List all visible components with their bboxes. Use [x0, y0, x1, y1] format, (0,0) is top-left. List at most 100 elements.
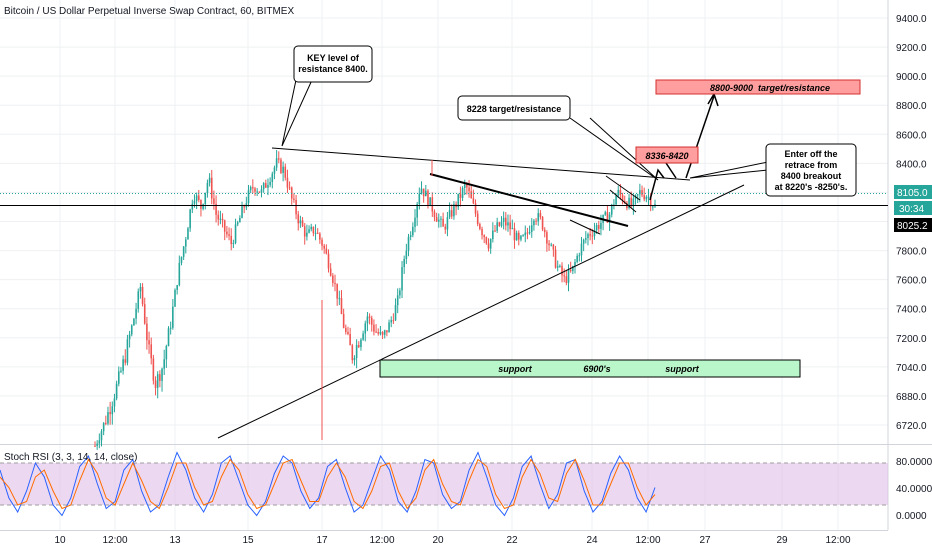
- last-price-badge: [894, 185, 932, 199]
- candle-body: [308, 229, 310, 233]
- candle-body: [370, 317, 373, 325]
- candle-body: [217, 214, 220, 220]
- candle-body: [232, 242, 235, 245]
- candle-body: [450, 210, 453, 217]
- candle-body: [375, 331, 377, 333]
- candle-body: [548, 243, 550, 246]
- candle-body: [360, 339, 362, 348]
- candle-body: [126, 339, 129, 363]
- candle-body: [552, 244, 555, 250]
- price-tick-label: 8400.0: [896, 159, 927, 170]
- candle-body: [565, 276, 568, 283]
- candle-body: [418, 193, 421, 205]
- candle-body: [528, 231, 531, 234]
- candle-body: [628, 197, 630, 208]
- candle-body: [172, 306, 174, 328]
- time-axis[interactable]: 10 12:00 13 15 17 12:00 20 22 24 12:00 27 29 12:00: [54, 535, 851, 546]
- candle-body: [440, 218, 442, 220]
- candle-body: [483, 235, 485, 238]
- candle-body: [347, 331, 349, 334]
- candle-body: [474, 203, 477, 214]
- candle-body: [621, 194, 624, 202]
- time-tick-label: 10: [54, 535, 66, 546]
- candle-body: [117, 371, 120, 384]
- stoch-rsi-tick-label: 0.0000: [896, 511, 927, 522]
- candle-body: [223, 220, 226, 232]
- candle-body: [416, 204, 418, 218]
- candle-body: [355, 345, 358, 359]
- key-level-line-a: KEY level of: [307, 53, 360, 63]
- callout-pointer-8228: [569, 117, 659, 181]
- price-tick-label: 9400.0: [896, 14, 927, 25]
- candle-body: [334, 282, 336, 284]
- candle-body: [479, 224, 481, 230]
- target-zone-label: 8800-9000 target/resistance: [710, 83, 830, 93]
- candle-body: [600, 222, 602, 229]
- candle-body: [647, 196, 650, 198]
- support-label-right: support: [665, 364, 699, 374]
- resistance-trendline[interactable]: [271, 147, 691, 181]
- descending-channel-line[interactable]: [429, 173, 629, 227]
- candle-body: [338, 298, 341, 300]
- callout-key-level-line1: KEY level of resistance 8400.: [298, 53, 368, 74]
- candle-body: [513, 228, 516, 241]
- candle-body: [578, 255, 581, 257]
- candle-body: [267, 184, 269, 188]
- resistance-zone-8336-8420[interactable]: [635, 146, 699, 164]
- candle-body: [489, 239, 492, 249]
- candle-body: [178, 262, 181, 286]
- candle-body: [247, 190, 250, 204]
- countdown-value: 30:34: [899, 204, 924, 215]
- candle-body: [187, 228, 189, 240]
- candle-body: [466, 184, 468, 188]
- candle-body: [275, 158, 278, 168]
- candle-body: [595, 225, 598, 231]
- line-price-badge: [894, 218, 932, 232]
- candle-body: [111, 406, 114, 415]
- candle-body: [461, 187, 464, 198]
- candle-body: [243, 206, 245, 208]
- price-tick-label: 9000.0: [896, 72, 927, 83]
- candle-body: [494, 230, 496, 232]
- target-zone-8800-9000[interactable]: [655, 79, 861, 95]
- candle-body: [226, 231, 228, 235]
- stoch-rsi-axis[interactable]: 80.0000 40.0000 0.0000: [896, 457, 932, 522]
- callout-8228[interactable]: [457, 95, 571, 121]
- candle-body: [316, 232, 319, 234]
- callout-entry[interactable]: [765, 143, 857, 197]
- callout-key-level[interactable]: [293, 45, 373, 83]
- candle-body: [189, 209, 191, 229]
- candle-body: [277, 158, 280, 160]
- price-tick-label: 7600.0: [896, 276, 927, 287]
- candle-body: [143, 304, 146, 324]
- candle-body: [572, 265, 574, 272]
- candle-body: [500, 221, 503, 226]
- candle-body: [582, 239, 585, 244]
- candle-body: [563, 275, 565, 277]
- candle-body: [556, 266, 559, 268]
- candle-body: [176, 285, 178, 290]
- key-level-line-b: resistance 8400.: [298, 64, 368, 74]
- support-zone-6900[interactable]: [379, 359, 801, 378]
- candle-body: [351, 345, 354, 361]
- candle-body: [468, 187, 470, 192]
- candle-body: [286, 177, 289, 188]
- candle-body: [124, 359, 127, 363]
- candle-body: [148, 340, 150, 345]
- candle-body: [319, 233, 321, 240]
- candle-body: [327, 253, 330, 269]
- candle-body: [329, 268, 332, 276]
- candle-body: [269, 181, 271, 185]
- ascending-support-trendline[interactable]: [217, 184, 745, 439]
- candle-body: [585, 238, 587, 240]
- candle-body: [459, 193, 462, 198]
- candle-body: [492, 230, 494, 240]
- candle-body: [228, 234, 230, 236]
- candle-body: [130, 325, 133, 335]
- candle-body: [265, 183, 267, 188]
- candle-body: [487, 243, 490, 249]
- candle-body: [154, 380, 157, 388]
- candle-body: [427, 190, 429, 206]
- candle-body: [122, 359, 124, 371]
